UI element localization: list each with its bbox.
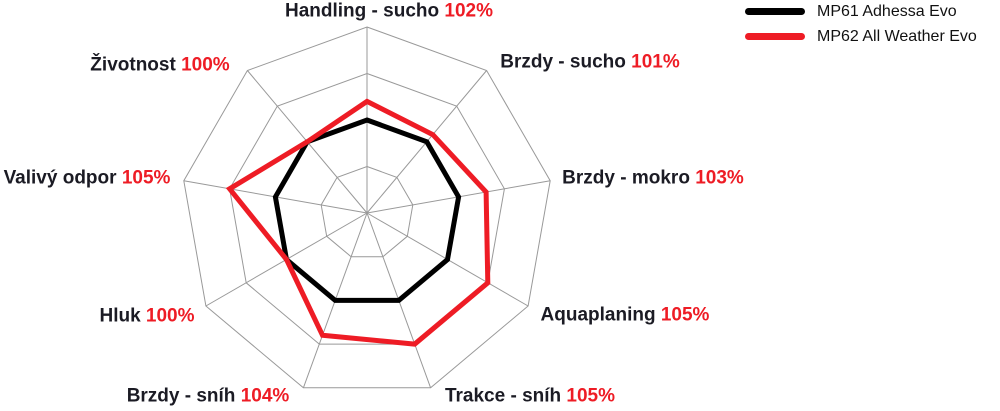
axis-label-8: Životnost 100%: [90, 54, 230, 77]
axis-label-value: 105%: [121, 167, 171, 189]
axis-label-2: Brzdy - mokro 103%: [562, 167, 744, 190]
legend-swatch-mp61: [745, 8, 805, 15]
axis-label-name: Brzdy - mokro: [562, 167, 696, 189]
axis-label-6: Hluk 100%: [99, 305, 195, 328]
axis-label-name: Valivý odpor: [3, 167, 122, 189]
legend-label: MP62 All Weather Evo: [817, 27, 977, 45]
axis-label-name: Životnost: [90, 54, 182, 76]
axis-label-name: Brzdy - sucho: [500, 51, 632, 73]
legend-label: MP61 Adhessa Evo: [817, 2, 957, 20]
axis-label-value: 105%: [566, 385, 616, 407]
series-line-mp61-adhessa-evo: [272, 117, 462, 303]
legend: MP61 Adhessa Evo MP62 All Weather Evo: [745, 1, 977, 51]
legend-item-1: MP62 All Weather Evo: [745, 26, 977, 47]
axis-label-0: Handling - sucho 102%: [285, 0, 493, 23]
axis-label-1: Brzdy - sucho 101%: [500, 51, 680, 74]
series-line-mp62-all-weather-evo: [225, 98, 491, 347]
axis-label-3: Aquaplaning 105%: [540, 304, 710, 327]
axis-label-value: 101%: [631, 51, 680, 73]
axis-label-name: Brzdy - sníh: [126, 385, 241, 407]
axis-label-name: Hluk: [99, 305, 146, 327]
axis-label-value: 105%: [660, 304, 710, 326]
axis-label-value: 100%: [181, 54, 230, 76]
grid-ring-105: [229, 72, 505, 345]
grid-ring-110: [183, 26, 551, 389]
legend-swatch-mp62: [745, 33, 805, 40]
legend-item-0: MP61 Adhessa Evo: [745, 1, 977, 22]
axis-label-name: Handling - sucho: [285, 0, 445, 22]
axis-label-7: Valivý odpor 105%: [3, 167, 171, 190]
axis-label-5: Brzdy - sníh 104%: [126, 385, 290, 408]
axis-label-name: Aquaplaning: [540, 304, 661, 326]
axis-label-4: Trakce - sníh 105%: [444, 385, 616, 408]
axis-label-value: 104%: [240, 385, 290, 407]
axis-label-value: 103%: [695, 167, 744, 189]
axis-label-value: 100%: [145, 305, 195, 327]
grid-ring-95: [320, 165, 414, 258]
axis-label-name: Trakce - sníh: [444, 385, 567, 407]
axis-label-value: 102%: [444, 0, 493, 22]
